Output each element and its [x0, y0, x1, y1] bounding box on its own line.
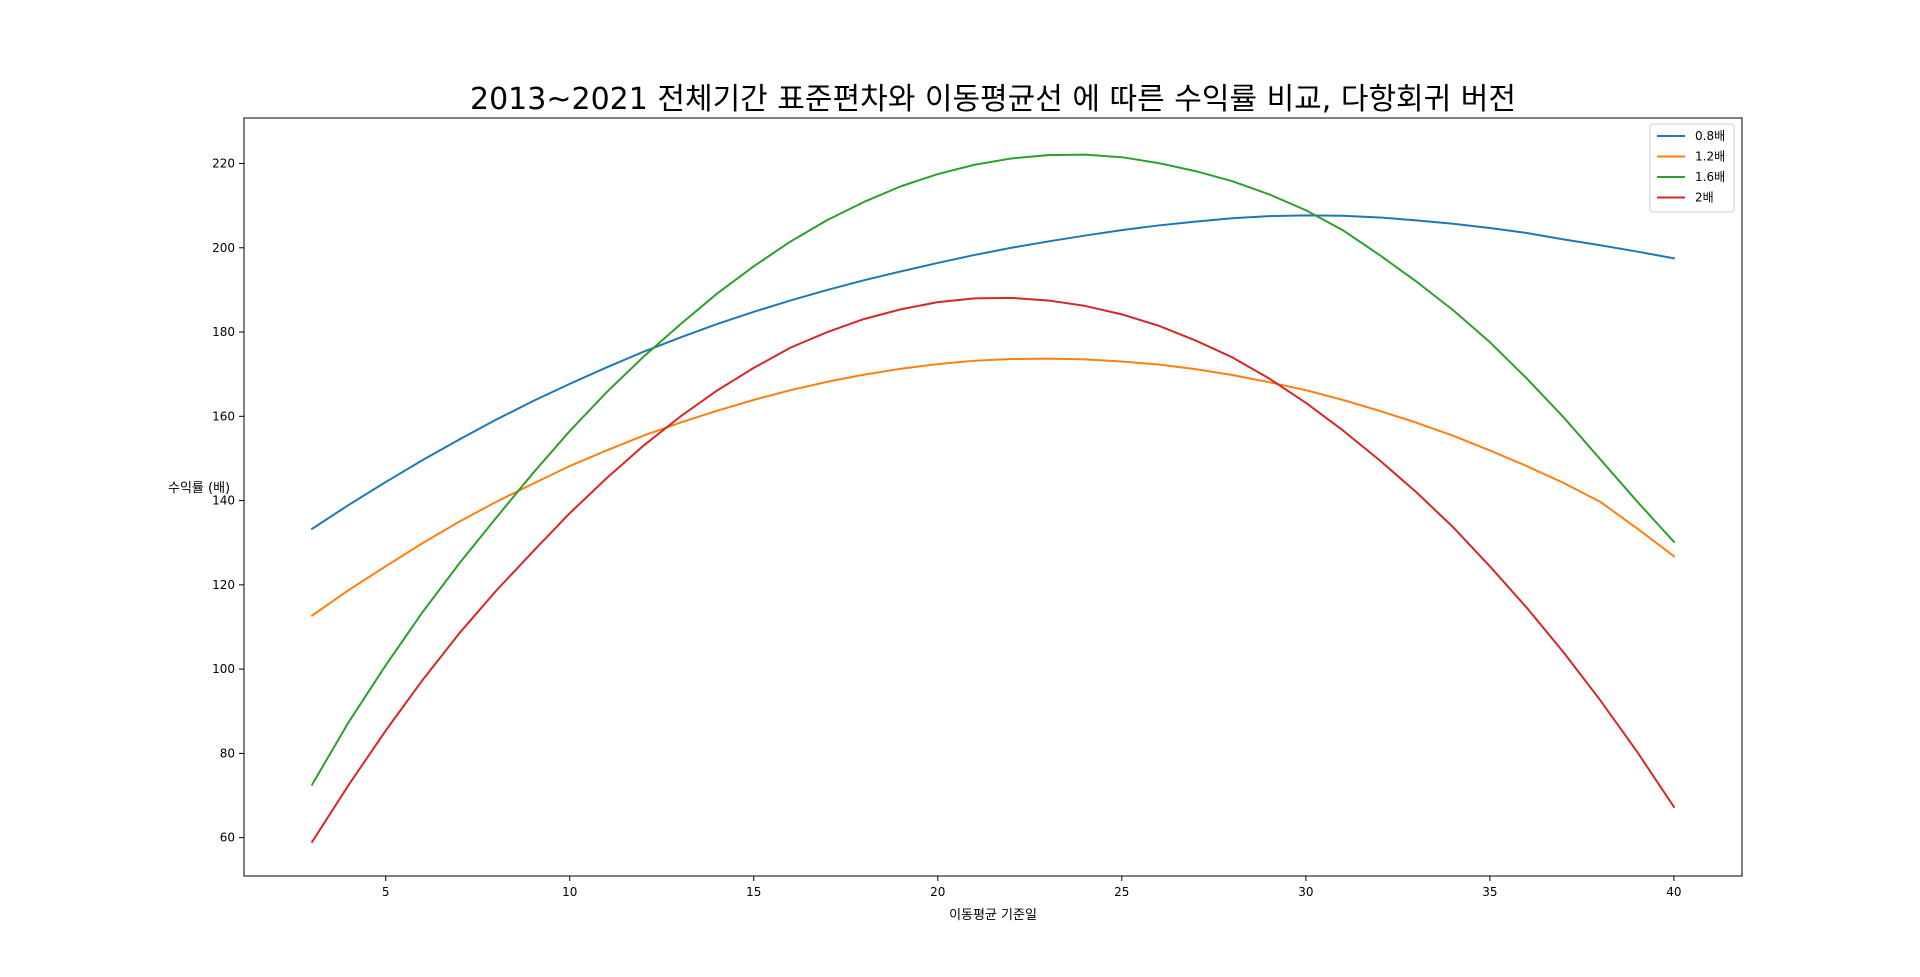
y-tick-label: 60 — [220, 831, 235, 845]
plot-area — [243, 117, 1743, 877]
y-axis: 60 80 100 120 140 160 180 200 220 — [212, 157, 244, 845]
legend-box — [1649, 123, 1735, 213]
y-tick-label: 220 — [212, 157, 235, 171]
x-tick-label: 35 — [1482, 885, 1497, 899]
x-tick-label: 25 — [1114, 885, 1129, 899]
legend: 0.8배 1.2배 1.6배 2배 — [1649, 123, 1735, 213]
series-line-1 — [310, 214, 1676, 531]
x-tick-label: 15 — [746, 885, 761, 899]
legend-entry: 0.8배 — [1695, 129, 1725, 143]
x-axis-label: 이동평균 기준일 — [949, 908, 1037, 923]
x-tick-label: 20 — [930, 885, 945, 899]
series-line-4 — [310, 296, 1676, 844]
y-axis-label: 수익률 (배) — [168, 481, 230, 496]
x-tick-label: 40 — [1666, 885, 1681, 899]
legend-entry: 1.2배 — [1695, 150, 1725, 164]
legend-entry: 1.6배 — [1695, 170, 1725, 184]
series-line-2 — [310, 357, 1676, 618]
plot-frame — [243, 117, 1743, 877]
y-tick-label: 180 — [212, 325, 235, 339]
y-tick-label: 140 — [212, 494, 235, 508]
x-tick-label: 5 — [382, 885, 390, 899]
y-tick-label: 80 — [220, 746, 235, 760]
y-tick-label: 200 — [212, 241, 235, 255]
series-line-3 — [310, 153, 1676, 786]
legend-entry: 2배 — [1695, 191, 1714, 205]
x-tick-label: 30 — [1298, 885, 1313, 899]
chart-title: 2013~2021 전체기간 표준편차와 이동평균선 에 따른 수익률 비교, … — [470, 82, 1516, 117]
y-tick-label: 160 — [212, 409, 235, 423]
x-tick-label: 10 — [562, 885, 577, 899]
y-tick-label: 120 — [212, 578, 235, 592]
x-axis: 5 10 15 20 25 30 35 40 — [382, 876, 1682, 899]
y-tick-label: 100 — [212, 662, 235, 676]
